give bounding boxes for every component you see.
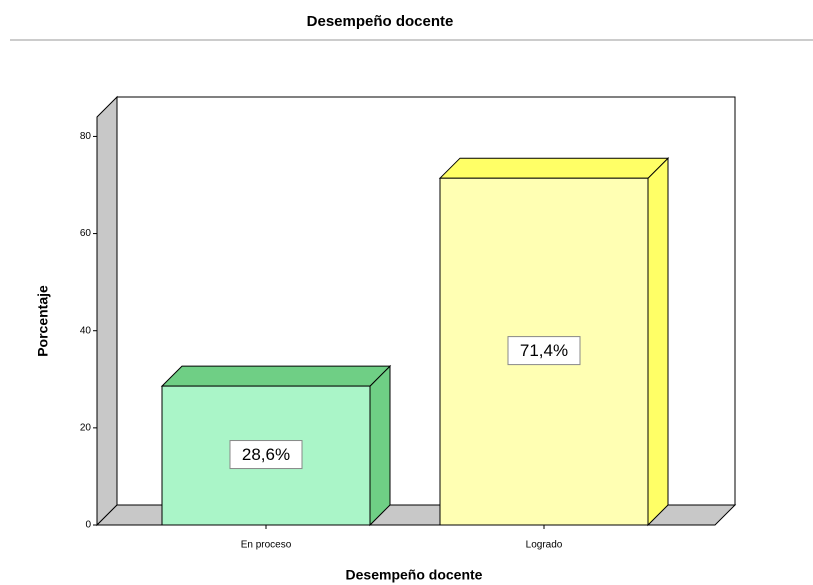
y-tick-label: 60 <box>80 228 92 239</box>
y-axis-label: Porcentaje <box>35 285 51 357</box>
bar-top <box>160 365 392 387</box>
y-tick-label: 80 <box>80 131 92 142</box>
x-tick-label: En proceso <box>241 540 292 551</box>
value-label: 71,4% <box>520 341 568 360</box>
x-tick-label: Logrado <box>526 540 563 551</box>
bar-top <box>438 157 670 179</box>
chart-title: Desempeño docente <box>307 13 454 30</box>
bar-side <box>647 156 669 527</box>
value-label-box <box>507 336 581 366</box>
side-wall <box>96 95 118 527</box>
x-axis-label: Desempeño docente <box>346 567 483 583</box>
y-tick-label: 40 <box>80 325 92 336</box>
value-label-box <box>229 440 303 470</box>
value-label: 28,6% <box>242 445 290 464</box>
bar-side <box>369 364 391 527</box>
y-tick-label: 20 <box>80 422 92 433</box>
y-tick-label: 0 <box>85 520 91 531</box>
